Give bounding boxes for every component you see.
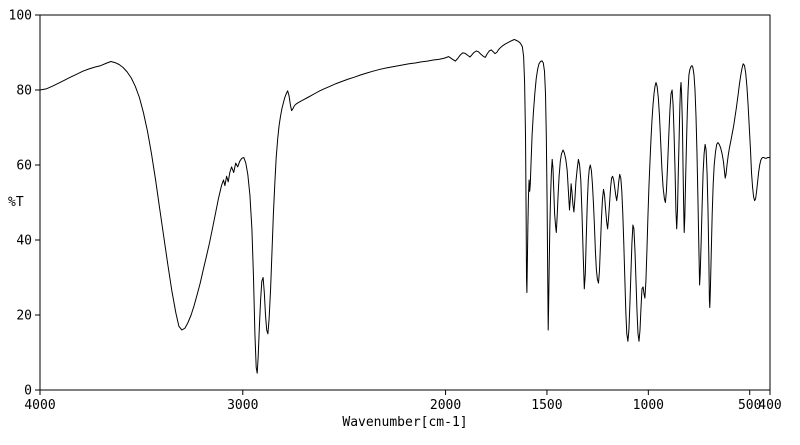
x-tick-label: 1500	[531, 398, 562, 413]
y-axis-ticks: 0 20 40 60 80 100	[9, 9, 40, 399]
x-tick-label: 400	[758, 398, 781, 413]
y-tick-label: 20	[16, 309, 32, 324]
x-tick-label: 500	[738, 398, 761, 413]
plot-frame	[39, 14, 771, 391]
y-tick-label: 0	[24, 384, 32, 399]
x-axis-label: Wavenumber[cm-1]	[342, 415, 467, 430]
y-tick-label: 40	[16, 234, 32, 249]
spectrum-curve	[39, 38, 771, 374]
x-tick-label: 1000	[633, 398, 664, 413]
x-tick-label: 3000	[227, 398, 258, 413]
y-tick-label: 100	[9, 9, 32, 24]
x-tick-label: 4000	[24, 398, 55, 413]
x-tick-label: 2000	[430, 398, 461, 413]
y-axis-label: %T	[8, 195, 24, 210]
y-tick-label: 60	[16, 159, 32, 174]
y-tick-label: 80	[16, 84, 32, 99]
